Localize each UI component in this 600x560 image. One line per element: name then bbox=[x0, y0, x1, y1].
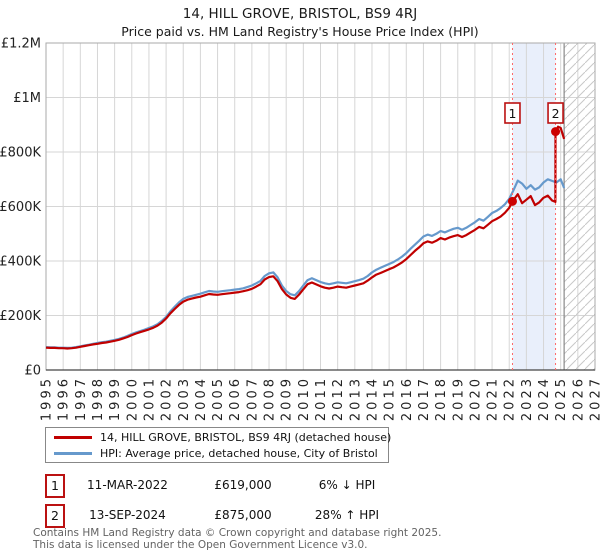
plot-border-layer bbox=[45, 42, 596, 371]
x-tick-label: 2018 bbox=[434, 376, 449, 421]
sale-1-hpi-diff: 6% ↓ HPI bbox=[318, 478, 376, 492]
page-title: 14, HILL GROVE, BRISTOL, BS9 4RJ bbox=[182, 6, 418, 22]
sale-2-date: 13-SEP-2024 bbox=[89, 508, 166, 522]
sale-1-number-badge: 1 bbox=[45, 474, 65, 498]
x-tick-label: 1998 bbox=[91, 376, 106, 421]
sale-1-price: £619,000 bbox=[214, 478, 272, 492]
x-tick-label: 2000 bbox=[125, 376, 140, 421]
x-tick-label: 2022 bbox=[503, 376, 518, 421]
y-tick-label: £400K bbox=[0, 255, 41, 270]
sale-1-marker-number: 1 bbox=[509, 106, 517, 121]
x-tick-label: 2012 bbox=[331, 376, 346, 421]
page-subtitle: Price paid vs. HM Land Registry's House … bbox=[121, 24, 479, 39]
x-tick-label: 2003 bbox=[177, 376, 192, 421]
x-tick-label: 1996 bbox=[57, 376, 72, 421]
sale-2-marker-box bbox=[547, 102, 564, 124]
license-footer: Contains HM Land Registry data © Crown c… bbox=[33, 527, 593, 551]
x-tick-label: 2020 bbox=[468, 376, 483, 421]
y-tick-label: £1M bbox=[13, 91, 41, 106]
y-tick-label: £600K bbox=[0, 200, 41, 215]
x-tick-label: 2014 bbox=[365, 376, 380, 421]
sale-annotation-1: 1 11-MAR-2022 £619,000 6% ↓ HPI bbox=[45, 474, 405, 498]
series-layer bbox=[45, 125, 566, 350]
x-tick-label: 1995 bbox=[40, 376, 55, 421]
x-tick-label: 2023 bbox=[520, 376, 535, 421]
x-tick-label: 2026 bbox=[571, 376, 586, 421]
x-tick-label: 2006 bbox=[228, 376, 243, 421]
sale-annotation-2: 2 13-SEP-2024 £875,000 28% ↑ HPI bbox=[45, 504, 405, 528]
x-tick-label: 2005 bbox=[211, 376, 226, 421]
blue-line-swatch bbox=[54, 451, 92, 455]
legend-item-hpi: HPI: Average price, detached house, City… bbox=[52, 446, 382, 460]
legend-label-hpi: HPI: Average price, detached house, City… bbox=[100, 446, 378, 460]
footer-line-1: Contains HM Land Registry data © Crown c… bbox=[33, 527, 442, 539]
x-tick-label: 2013 bbox=[348, 376, 363, 421]
series-line-property bbox=[45, 125, 566, 350]
sale-2-hpi-diff: 28% ↑ HPI bbox=[314, 508, 380, 522]
y-tick-label: £200K bbox=[0, 309, 41, 324]
x-tick-label: 2004 bbox=[194, 376, 209, 421]
legend-label-property: 14, HILL GROVE, BRISTOL, BS9 4RJ (detach… bbox=[100, 430, 392, 444]
x-tick-label: 2010 bbox=[297, 376, 312, 421]
x-tick-label: 2007 bbox=[245, 376, 260, 421]
sale-2-number-badge: 2 bbox=[45, 504, 65, 528]
y-tick-label: £0 bbox=[24, 364, 41, 379]
x-tick-label: 1997 bbox=[74, 376, 89, 421]
x-tick-label: 2019 bbox=[451, 376, 466, 421]
footer-line-2: This data is licensed under the Open Gov… bbox=[33, 538, 368, 551]
red-line-swatch bbox=[54, 435, 92, 439]
x-tick-label: 2011 bbox=[314, 376, 329, 421]
x-tick-label: 2001 bbox=[142, 376, 157, 421]
x-tick-label: 1999 bbox=[108, 376, 123, 421]
x-tick-label: 2002 bbox=[160, 376, 175, 421]
legend: 14, HILL GROVE, BRISTOL, BS9 4RJ (detach… bbox=[45, 427, 391, 463]
y-tick-label: £800K bbox=[0, 146, 41, 161]
sale-2-marker-number: 2 bbox=[552, 106, 560, 121]
series-line-hpi bbox=[45, 178, 566, 349]
x-tick-label: 2027 bbox=[589, 376, 600, 421]
x-tick-label: 2021 bbox=[486, 376, 501, 421]
x-tick-label: 2025 bbox=[554, 376, 569, 421]
y-tick-label: £1.2M bbox=[1, 37, 41, 52]
axis-labels-layer: 1995 1996 1997 1998 1999 2000 2001 2002 2003 2004… bbox=[0, 37, 600, 422]
x-tick-label: 2017 bbox=[417, 376, 432, 421]
legend-item-property: 14, HILL GROVE, BRISTOL, BS9 4RJ (detach… bbox=[52, 430, 391, 444]
sale-1-marker-box bbox=[504, 102, 521, 124]
sale-2-price: £875,000 bbox=[214, 508, 272, 522]
future-hatch-region bbox=[564, 43, 595, 370]
sale-1-date: 11-MAR-2022 bbox=[87, 478, 168, 492]
x-tick-label: 2024 bbox=[537, 376, 552, 421]
x-tick-label: 2016 bbox=[400, 376, 415, 421]
future-hatch-layer bbox=[563, 43, 595, 370]
x-tick-label: 2015 bbox=[383, 376, 398, 421]
x-tick-label: 2008 bbox=[263, 376, 278, 421]
x-tick-label: 2009 bbox=[280, 376, 295, 421]
sale-2-point bbox=[551, 127, 561, 137]
sale-1-point bbox=[507, 196, 517, 206]
